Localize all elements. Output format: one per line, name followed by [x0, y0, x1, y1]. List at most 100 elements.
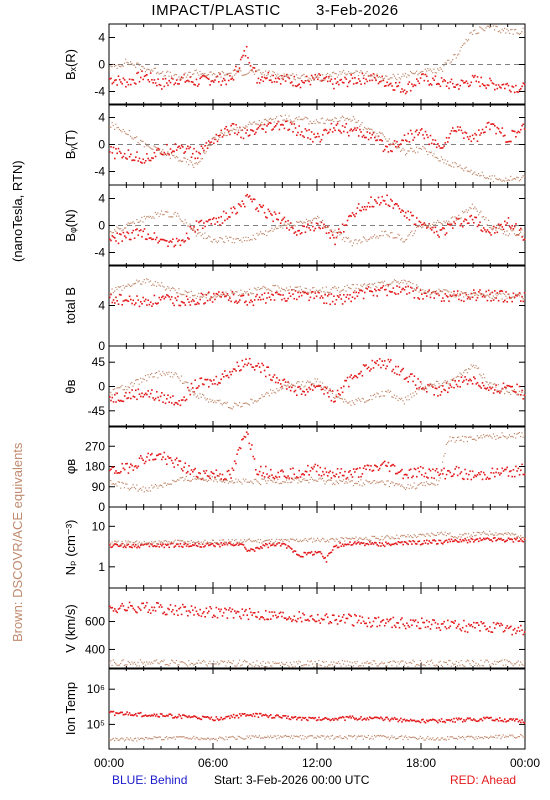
data-point	[518, 390, 520, 392]
data-point	[245, 292, 247, 294]
data-point	[456, 385, 459, 388]
data-point	[308, 386, 310, 389]
data-point	[308, 482, 310, 484]
data-point	[305, 553, 308, 556]
data-point	[474, 292, 476, 294]
data-point	[344, 470, 346, 473]
data-point	[256, 480, 258, 482]
data-point	[432, 291, 434, 293]
data-point	[468, 138, 470, 141]
data-point	[201, 147, 204, 150]
data-point	[491, 228, 493, 231]
data-point	[265, 70, 267, 72]
data-point	[424, 223, 426, 225]
data-point	[448, 87, 450, 90]
data-point	[492, 472, 495, 474]
data-point	[496, 539, 499, 541]
data-point	[370, 236, 372, 238]
data-point	[209, 477, 211, 479]
data-point	[322, 555, 324, 558]
data-point	[331, 232, 334, 234]
data-point	[443, 65, 445, 67]
data-point	[293, 539, 295, 541]
data-point	[324, 79, 326, 81]
data-point	[322, 227, 324, 229]
data-point	[501, 229, 503, 231]
data-point	[248, 288, 251, 290]
data-point	[413, 395, 415, 397]
series-by-equivalents	[109, 114, 525, 183]
data-point	[395, 82, 397, 84]
data-point	[326, 72, 329, 75]
data-point	[294, 286, 296, 288]
data-point	[120, 487, 122, 489]
data-point	[430, 142, 433, 145]
data-point	[138, 230, 141, 232]
data-point	[518, 131, 521, 134]
data-point	[126, 285, 128, 287]
data-point	[520, 227, 522, 230]
data-point	[115, 230, 117, 232]
data-point	[333, 287, 335, 289]
data-point	[496, 231, 499, 234]
data-point	[279, 539, 282, 541]
data-point	[180, 468, 183, 470]
data-point	[352, 468, 355, 470]
data-point	[380, 139, 382, 141]
data-point	[465, 369, 467, 371]
data-point	[293, 78, 295, 80]
data-point	[502, 233, 504, 235]
data-point	[276, 377, 278, 379]
data-point	[386, 194, 388, 197]
data-point	[416, 146, 418, 148]
data-point	[466, 296, 468, 298]
data-point	[433, 394, 435, 396]
data-point	[456, 292, 459, 294]
data-point	[516, 383, 518, 386]
data-point	[303, 291, 305, 294]
data-point	[505, 388, 507, 390]
data-point	[200, 478, 203, 481]
data-point	[320, 79, 322, 81]
data-point	[287, 220, 289, 222]
data-point	[255, 539, 257, 542]
data-point	[357, 288, 360, 290]
data-point	[371, 482, 373, 484]
data-point	[266, 217, 268, 219]
data-point	[138, 305, 141, 308]
data-point	[188, 301, 190, 303]
data-point	[230, 124, 232, 127]
data-point	[265, 118, 267, 120]
data-point	[491, 437, 493, 439]
data-point	[331, 286, 334, 289]
data-point	[110, 399, 112, 402]
data-point	[492, 392, 495, 394]
data-point	[508, 434, 511, 436]
data-point	[518, 89, 521, 91]
data-point	[294, 231, 297, 233]
data-point	[242, 137, 245, 140]
data-point	[152, 545, 154, 548]
data-point	[361, 206, 364, 208]
data-point	[289, 295, 292, 297]
data-point	[137, 281, 139, 283]
data-point	[270, 540, 272, 542]
data-point	[386, 294, 388, 297]
data-point	[261, 206, 263, 209]
data-point	[380, 282, 382, 284]
data-point	[518, 432, 520, 434]
data-point	[523, 232, 525, 234]
data-point	[262, 298, 265, 301]
data-point	[287, 297, 289, 300]
data-point	[230, 477, 232, 479]
data-point	[369, 283, 371, 285]
data-point	[512, 390, 515, 393]
data-point	[460, 540, 463, 543]
data-point	[112, 389, 114, 391]
data-point	[391, 464, 393, 466]
data-point	[214, 545, 216, 548]
data-point	[475, 439, 477, 441]
data-point	[219, 479, 221, 481]
data-point	[334, 303, 336, 305]
data-point	[315, 552, 318, 554]
